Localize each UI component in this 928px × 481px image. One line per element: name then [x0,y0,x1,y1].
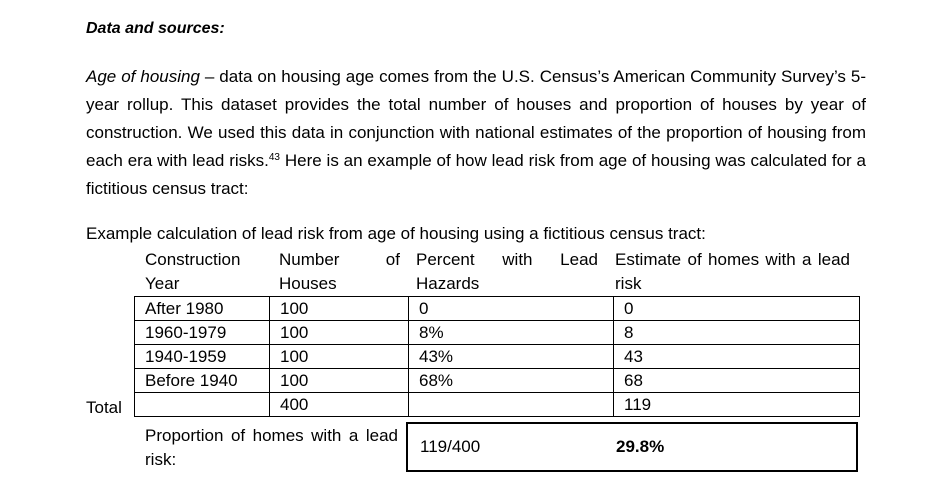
header-number-of-houses: Number of Houses [279,250,400,293]
header-estimate-lead-risk: Estimate of homes with a lead risk [615,250,850,293]
cell-houses: 100 [269,368,409,393]
paragraph-text-after: Here is an example of how lead risk from… [86,151,866,198]
cell-estimate: 68 [613,368,860,393]
table-row: After 1980 100 0 0 [134,296,860,321]
proportion-percent: 29.8% [616,437,665,456]
proportion-box: 119/400 29.8% [406,422,858,472]
total-cell-houses: 400 [269,392,409,417]
table-total-row: 400 119 [134,392,860,417]
cell-estimate: 0 [613,296,860,321]
cell-year: 1960-1979 [134,320,270,345]
table-row: Before 1940 100 68% 68 [134,368,860,393]
cell-percent: 68% [408,368,614,393]
total-cell-year [134,392,270,417]
cell-year: 1940-1959 [134,344,270,369]
cell-estimate: 43 [613,344,860,369]
lead-risk-table: After 1980 100 0 0 1960-1979 100 8% 8 19… [134,296,860,417]
cell-estimate: 8 [613,320,860,345]
cell-houses: 100 [269,320,409,345]
total-cell-estimate: 119 [613,392,860,417]
section-heading: Data and sources: [86,20,225,37]
cell-percent: 0 [408,296,614,321]
paragraph-term: Age of housing [86,67,200,86]
total-cell-percent [408,392,614,417]
header-percent-lead-hazards: Percent with Lead Hazards [416,250,598,293]
table-row: 1960-1979 100 8% 8 [134,320,860,345]
header-construction-year: Construction Year [145,250,241,293]
proportion-label: Proportion of homes with a lead risk: [145,426,398,469]
footnote-ref[interactable]: 43 [268,152,280,163]
cell-houses: 100 [269,344,409,369]
cell-percent: 43% [408,344,614,369]
age-of-housing-paragraph: Age of housing – data on housing age com… [86,63,866,203]
table-caption: Example calculation of lead risk from ag… [86,224,706,243]
proportion-fraction: 119/400 [420,437,481,456]
cell-houses: 100 [269,296,409,321]
table-row: 1940-1959 100 43% 43 [134,344,860,369]
paragraph-text: – data on housing age comes from the U.S… [86,67,867,170]
cell-year: Before 1940 [134,368,270,393]
cell-percent: 8% [408,320,614,345]
cell-year: After 1980 [134,296,270,321]
total-label: Total [86,398,122,417]
